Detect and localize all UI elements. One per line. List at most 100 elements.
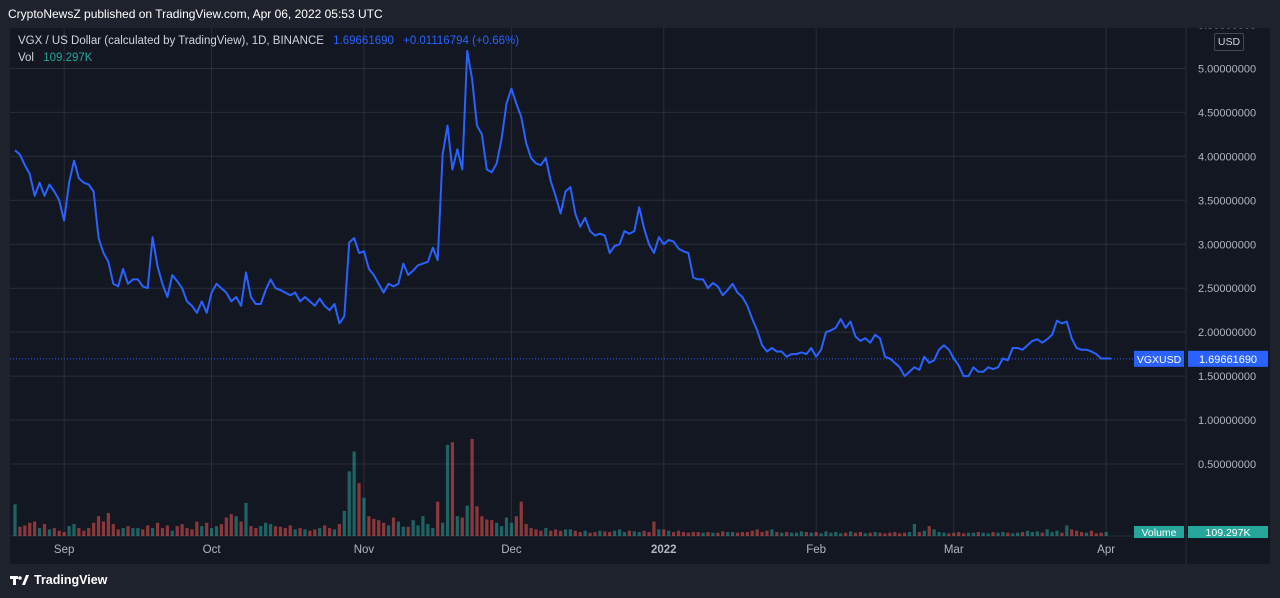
volume-bar [957, 532, 961, 536]
volume-bar [760, 532, 764, 536]
volume-bar [396, 521, 400, 536]
volume-bar [509, 522, 514, 536]
volume-bar [229, 514, 233, 536]
volume-bar [558, 530, 563, 536]
symbol-legend: VGX / US Dollar (calculated by TradingVi… [18, 35, 519, 47]
volume-bar [726, 532, 730, 536]
volume-bar [499, 526, 504, 536]
volume-bar [303, 529, 307, 536]
volume-bar [903, 532, 907, 536]
volume-bar [893, 532, 897, 536]
volume-bar [568, 529, 572, 536]
volume-bar [96, 516, 101, 536]
volume-bar [283, 528, 287, 536]
symbol-title: VGX / US Dollar (calculated by TradingVi… [18, 35, 324, 47]
volume-bar [657, 529, 661, 536]
volume-bar [67, 526, 71, 536]
volume-bar [1075, 530, 1079, 536]
volume-bar [219, 524, 224, 536]
volume-bar [1094, 533, 1098, 536]
volume-bar [711, 532, 715, 536]
volume-bar [278, 526, 283, 536]
volume-bar [563, 529, 568, 536]
volume-bar [583, 530, 587, 536]
volume-bar [603, 531, 607, 536]
volume-bar [382, 522, 386, 536]
volume-bar [480, 516, 484, 536]
volume-bar [244, 503, 248, 536]
volume-bar [696, 532, 700, 536]
volume-bar [883, 533, 887, 536]
volume-bar [268, 524, 273, 536]
brand[interactable]: TradingView [10, 573, 107, 587]
bottom-bar: TradingView [0, 566, 1280, 598]
volume-bar [1099, 532, 1103, 536]
volume-bar [627, 530, 631, 536]
volume-bar [721, 531, 725, 536]
y-tick-label: 3.00000000 [1198, 239, 1256, 251]
volume-bar [141, 529, 145, 536]
x-tick-label: Mar [944, 544, 964, 556]
volume-legend-value: 109.297K [43, 52, 93, 64]
symbol-tag [1134, 350, 1184, 367]
volume-bar [514, 516, 518, 536]
volume-bar [445, 444, 450, 536]
volume-bar [667, 530, 671, 536]
volume-bar [37, 528, 42, 536]
volume-bar [146, 525, 150, 536]
volume-bar [922, 530, 926, 536]
volume-bar [794, 532, 799, 536]
volume-bar [126, 526, 130, 536]
volume-bar [450, 442, 455, 536]
y-tick-label: 1.50000000 [1198, 371, 1256, 383]
volume-bar [52, 528, 56, 536]
volume-bar [829, 532, 833, 536]
volume-bar [347, 471, 351, 536]
y-tick-label: 2.00000000 [1198, 327, 1256, 339]
volume-bar [681, 532, 686, 536]
volume-bar [740, 532, 745, 536]
volume-bar [1025, 530, 1030, 536]
volume-bar [672, 532, 676, 536]
volume-bar [755, 529, 759, 536]
top-bar: CryptoNewsZ published on TradingView.com… [0, 0, 1280, 28]
volume-bar [819, 533, 823, 536]
volume-bar [534, 529, 538, 536]
volume-bar [234, 516, 238, 536]
volume-bar [853, 532, 858, 536]
volume-bar [165, 525, 169, 536]
volume-bar [1050, 532, 1054, 536]
volume-bar [116, 529, 120, 536]
volume-bar [28, 522, 32, 536]
y-tick-label: 4.00000000 [1198, 151, 1256, 163]
volume-bar [647, 532, 651, 536]
volume-bar [608, 532, 612, 536]
volume-bar [13, 504, 17, 536]
volume-bar [706, 532, 710, 536]
publish-info: CryptoNewsZ published on TradingView.com… [8, 7, 383, 21]
volume-bar [824, 531, 828, 536]
volume-bar [490, 520, 494, 536]
volume-bar [947, 533, 951, 536]
chart-panel[interactable]: 0.50000000 1.00000000 1.50000000 2.00000000… [10, 28, 1270, 564]
x-tick-label: Nov [354, 544, 375, 556]
volume-bar [937, 532, 941, 536]
volume-bar [101, 521, 106, 536]
volume-bar [519, 501, 523, 536]
volume-bar [952, 532, 956, 536]
volume-bar [848, 531, 853, 536]
currency-button[interactable]: USD [1214, 33, 1244, 51]
volume-bar [1084, 532, 1089, 536]
volume-bar [23, 525, 27, 536]
volume-bar [362, 497, 366, 536]
x-tick-label: Feb [806, 544, 826, 556]
volume-bar [406, 526, 410, 536]
volume-bar [185, 528, 189, 536]
volume-bar [411, 520, 415, 536]
volume-bar [342, 510, 346, 536]
volume-bar [87, 528, 91, 536]
price-chart[interactable]: 0.50000000 1.00000000 1.50000000 2.00000000… [10, 28, 1270, 564]
volume-bar [1001, 532, 1005, 536]
volume-bar [377, 520, 381, 536]
volume-bar [868, 532, 872, 536]
